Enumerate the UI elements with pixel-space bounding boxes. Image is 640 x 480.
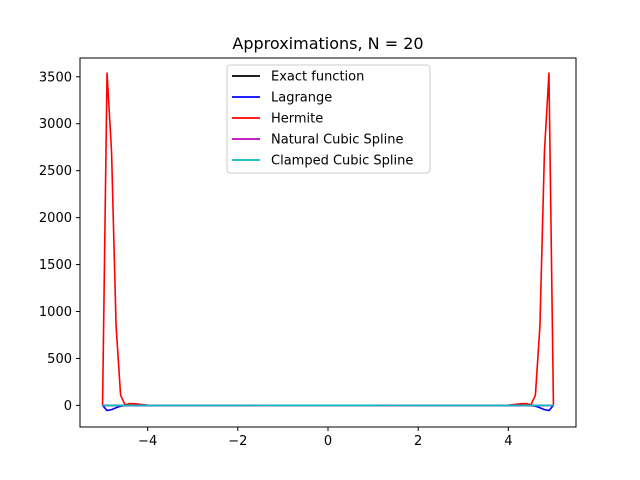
x-tick-label: 2 bbox=[414, 434, 422, 449]
y-tick-label: 2500 bbox=[39, 164, 72, 179]
x-tick-label: 4 bbox=[504, 434, 512, 449]
legend-label: Exact function bbox=[271, 70, 364, 85]
y-tick-label: 1500 bbox=[39, 258, 72, 273]
y-tick-label: 1000 bbox=[39, 305, 72, 320]
y-tick-label: 0 bbox=[64, 399, 72, 414]
legend-label: Natural Cubic Spline bbox=[271, 133, 404, 148]
x-tick-label: −4 bbox=[138, 434, 157, 449]
legend-label: Hermite bbox=[271, 112, 323, 127]
y-axis-ticks: 0 500 1000 1500 2000 2500 3000 3500 bbox=[39, 70, 80, 414]
x-tick-label: −2 bbox=[228, 434, 247, 449]
y-tick-label: 2000 bbox=[39, 211, 72, 226]
legend-label: Clamped Cubic Spline bbox=[271, 154, 413, 169]
y-tick-label: 3500 bbox=[39, 70, 72, 85]
y-tick-label: 500 bbox=[47, 352, 72, 367]
y-tick-label: 3000 bbox=[39, 117, 72, 132]
legend-box bbox=[226, 64, 431, 174]
legend: Exact function Lagrange Hermite Natural Cub… bbox=[226, 64, 431, 174]
chart-title: Approximations, N = 20 bbox=[232, 34, 423, 53]
plot-area bbox=[79, 57, 577, 428]
legend-label: Lagrange bbox=[271, 91, 332, 106]
x-tick-label: 0 bbox=[324, 434, 332, 449]
x-axis-ticks: −4 −2 0 2 4 bbox=[138, 427, 513, 449]
series-group bbox=[101, 72, 555, 412]
